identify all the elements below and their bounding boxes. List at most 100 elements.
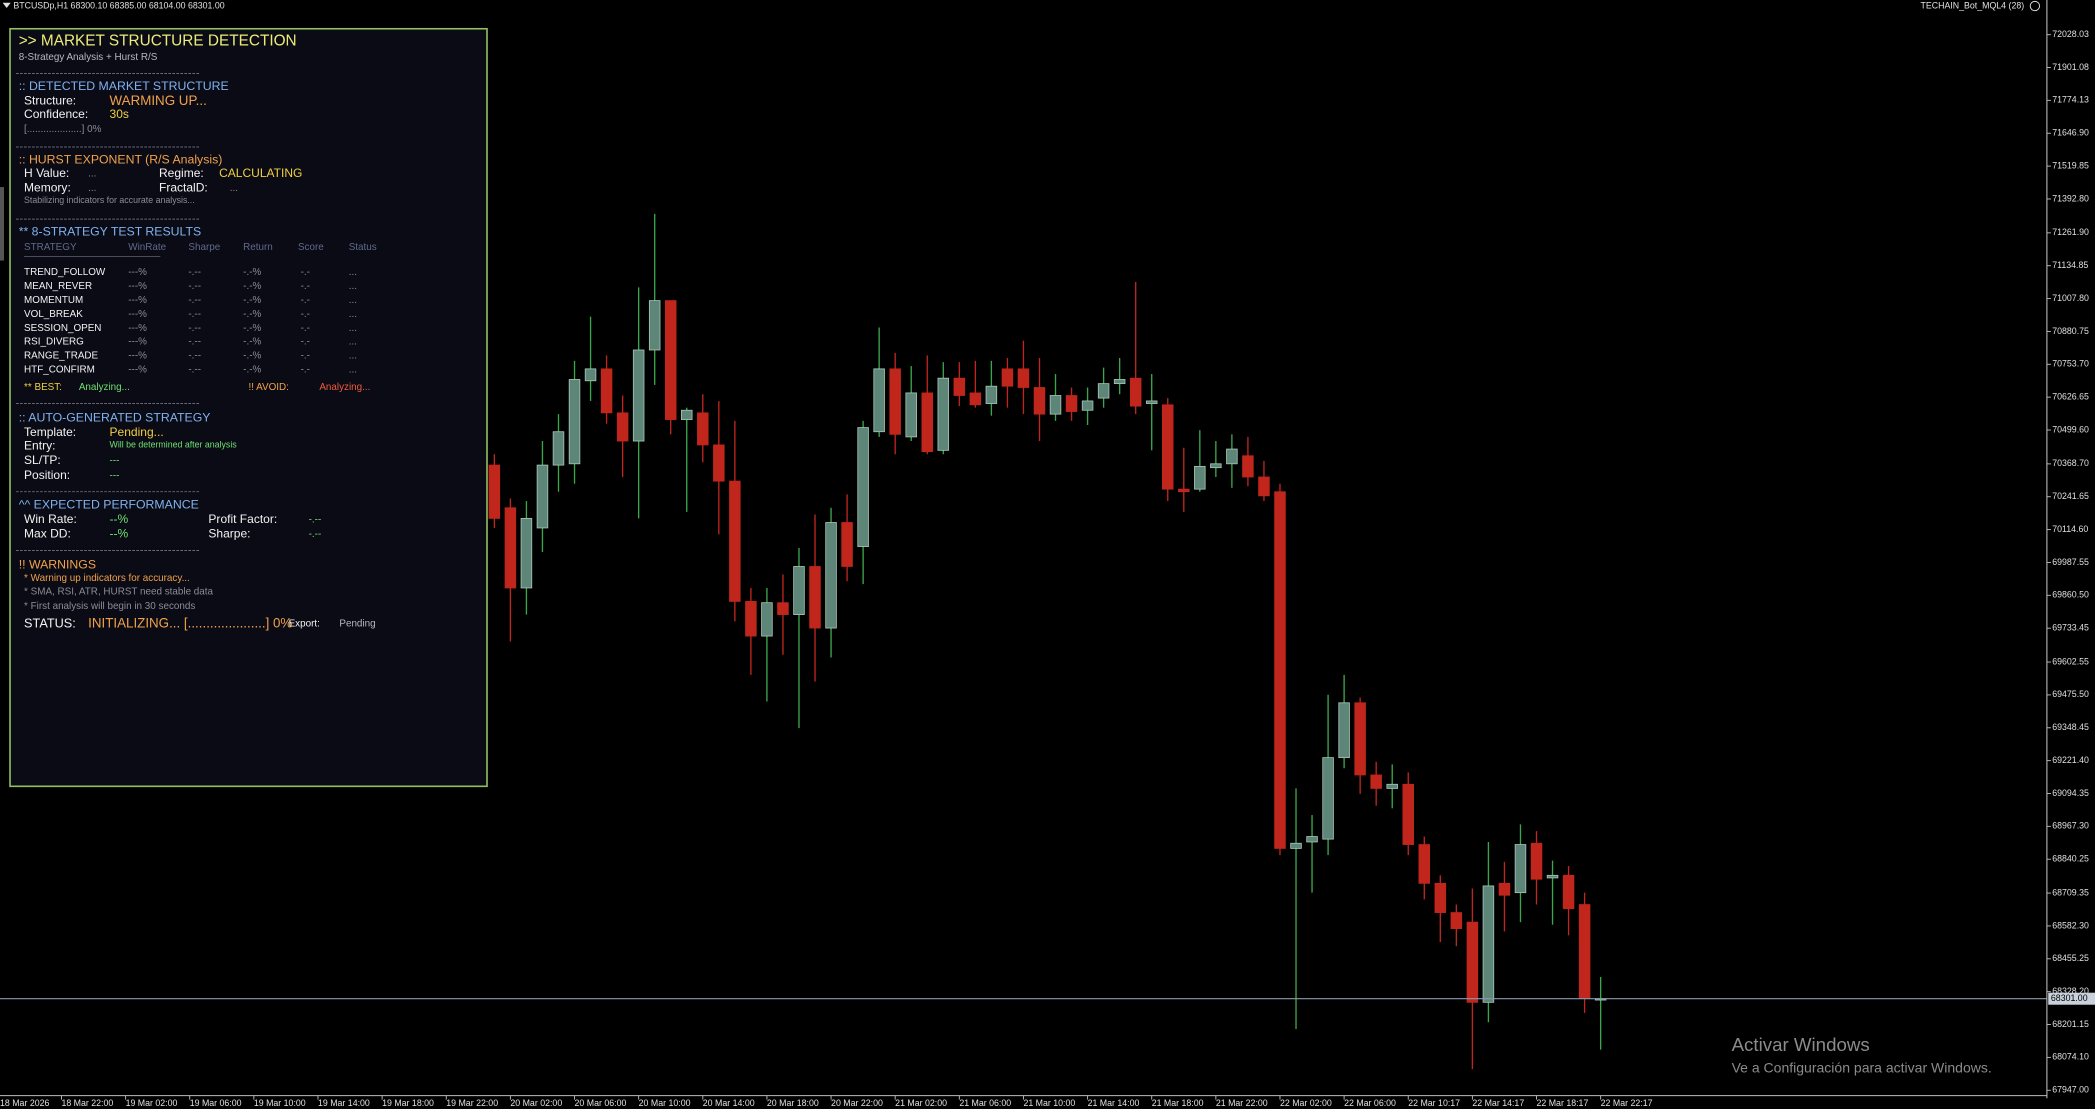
x-tick-label: 19 Mar 18:00 bbox=[382, 1098, 434, 1108]
x-tick-label: 22 Mar 02:00 bbox=[1280, 1098, 1332, 1108]
expert-name: TECHAIN_Bot_MQL4 (28) bbox=[1921, 0, 2025, 10]
panel-subtitle: 8-Strategy Analysis + Hurst R/S bbox=[19, 52, 158, 63]
candle-body bbox=[777, 602, 789, 615]
candle-body bbox=[1402, 783, 1414, 845]
strategy-name: MEAN_REVER bbox=[24, 281, 92, 292]
x-tick-label: 19 Mar 14:00 bbox=[318, 1098, 370, 1108]
candle-body bbox=[761, 602, 773, 637]
x-tick-label: 21 Mar 06:00 bbox=[959, 1098, 1011, 1108]
hurst-note: Stabilizing indicators for accurate anal… bbox=[24, 195, 195, 205]
candle-body bbox=[1306, 836, 1318, 843]
section-heading: !! WARNINGS bbox=[19, 557, 96, 571]
strategy-cell: ---% bbox=[128, 323, 147, 334]
export-label: Export: bbox=[289, 619, 320, 630]
candle-body bbox=[1097, 383, 1110, 399]
strategy-cell: -.-% bbox=[243, 364, 261, 375]
candle-body bbox=[1226, 448, 1238, 465]
y-tick-label: 71774.13 bbox=[2052, 95, 2089, 105]
candle-body bbox=[504, 507, 517, 589]
section-heading: ** 8-STRATEGY TEST RESULTS bbox=[19, 225, 201, 239]
y-tick-label: 71261.90 bbox=[2052, 227, 2089, 237]
candle-body bbox=[1354, 702, 1366, 776]
field-label: H Value: bbox=[24, 166, 69, 180]
y-tick-label: 68455.25 bbox=[2052, 953, 2089, 963]
progress-bar: [....................] 0% bbox=[24, 124, 102, 135]
x-tick-label: 19 Mar 10:00 bbox=[254, 1098, 306, 1108]
candle-body bbox=[1370, 774, 1382, 789]
strategy-cell: -.- bbox=[301, 281, 310, 292]
candle-body bbox=[1017, 368, 1030, 388]
candle-body bbox=[1113, 379, 1126, 385]
x-tick-label: 19 Mar 22:00 bbox=[446, 1098, 498, 1108]
y-tick-label: 70880.75 bbox=[2052, 326, 2089, 336]
strategy-cell: -.-- bbox=[188, 267, 201, 278]
scroll-handle[interactable] bbox=[0, 187, 5, 261]
field-value: --% bbox=[110, 527, 129, 541]
x-tick-label: 22 Mar 06:00 bbox=[1344, 1098, 1396, 1108]
y-tick-label: 68840.25 bbox=[2052, 854, 2089, 864]
strategy-name: TREND_FOLLOW bbox=[24, 267, 106, 278]
candle-body bbox=[1145, 400, 1158, 404]
strategy-cell: ---% bbox=[128, 351, 147, 362]
symbol-menu-icon[interactable] bbox=[2, 2, 11, 9]
candle-body bbox=[825, 522, 837, 629]
strategy-cell: -.-% bbox=[243, 323, 261, 334]
y-tick-label: 69094.35 bbox=[2052, 788, 2089, 798]
x-tick-label: 20 Mar 22:00 bbox=[831, 1098, 883, 1108]
candle-body bbox=[985, 385, 998, 404]
strategy-cell: -.-% bbox=[243, 281, 261, 292]
x-tick-label: 22 Mar 14:17 bbox=[1472, 1098, 1524, 1108]
strategy-cell: ---% bbox=[128, 309, 147, 320]
strategy-cell: -.- bbox=[301, 323, 310, 334]
field-value: Pending... bbox=[110, 425, 164, 439]
candle-body bbox=[713, 444, 725, 482]
strategy-cell: -.-- bbox=[188, 337, 201, 348]
y-tick-label: 68201.15 bbox=[2052, 1019, 2089, 1029]
field-label: Entry: bbox=[24, 438, 55, 452]
y-tick-label: 68074.10 bbox=[2052, 1052, 2089, 1062]
candle-body bbox=[681, 409, 693, 420]
candle-body bbox=[889, 368, 901, 435]
candle-body bbox=[697, 412, 709, 446]
strategy-cell: -.-- bbox=[188, 309, 201, 320]
candle-body bbox=[937, 377, 950, 451]
x-tick-label: 20 Mar 14:00 bbox=[703, 1098, 755, 1108]
x-tick-label: 20 Mar 02:00 bbox=[510, 1098, 562, 1108]
candle-body bbox=[953, 377, 966, 396]
y-tick-label: 70753.70 bbox=[2052, 359, 2089, 369]
candle-body bbox=[745, 601, 757, 637]
candle-body bbox=[1546, 874, 1559, 879]
strategy-cell: -.-% bbox=[243, 351, 261, 362]
y-tick-label: 69987.55 bbox=[2052, 557, 2089, 567]
candle-body bbox=[1578, 904, 1591, 999]
strategy-cell: -.-- bbox=[188, 323, 201, 334]
x-tick-label: 22 Mar 10:17 bbox=[1408, 1098, 1460, 1108]
candle-body bbox=[1065, 395, 1078, 412]
y-tick-label: 70241.65 bbox=[2052, 491, 2089, 501]
candle-body bbox=[969, 392, 982, 406]
y-tick-label: 70114.60 bbox=[2052, 524, 2088, 534]
candle-body bbox=[1033, 387, 1046, 415]
candle-body bbox=[1530, 842, 1543, 880]
strategy-cell: -.- bbox=[301, 295, 310, 306]
column-header: Score bbox=[298, 242, 324, 253]
candle-body bbox=[616, 412, 629, 442]
expert-smiley[interactable] bbox=[2029, 0, 2041, 12]
field-value: CALCULATING bbox=[219, 166, 302, 180]
candle-body bbox=[1514, 844, 1527, 894]
field-label: Structure: bbox=[24, 94, 76, 108]
warning-item: * Warning up indicators for accuracy... bbox=[24, 573, 190, 584]
section-heading: :: HURST EXPONENT (R/S Analysis) bbox=[19, 153, 223, 167]
candle-body bbox=[1258, 476, 1270, 497]
candle-body bbox=[1210, 463, 1222, 469]
candle-body bbox=[1322, 757, 1334, 840]
candle-body bbox=[1418, 844, 1431, 884]
field-value: --- bbox=[110, 456, 120, 467]
strategy-name: VOL_BREAK bbox=[24, 309, 83, 320]
strategy-cell: -.-% bbox=[243, 295, 261, 306]
candle-body bbox=[1562, 874, 1575, 910]
candle-body bbox=[1129, 377, 1142, 407]
field-label: Confidence: bbox=[24, 107, 88, 121]
y-tick-label: 69733.45 bbox=[2052, 623, 2089, 633]
price-chart: 72028.03 71901.08 71774.13 71646.90 71519.85… bbox=[0, 29, 2095, 1108]
